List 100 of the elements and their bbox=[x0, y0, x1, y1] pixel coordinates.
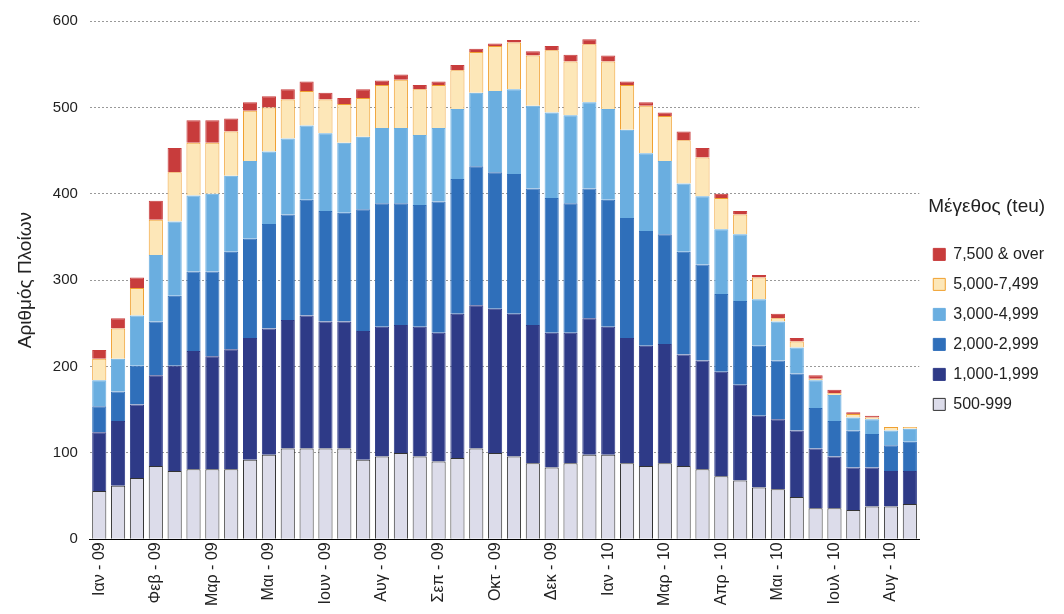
bar bbox=[111, 391, 126, 421]
legend-label: 2,000-2,999 bbox=[953, 334, 1039, 352]
bar bbox=[770, 321, 785, 361]
bar bbox=[846, 430, 861, 468]
bar bbox=[374, 128, 390, 204]
bar bbox=[356, 209, 371, 332]
bar bbox=[582, 39, 597, 45]
bar bbox=[92, 380, 107, 407]
bar bbox=[261, 224, 276, 329]
bar bbox=[770, 419, 785, 490]
bar bbox=[544, 332, 559, 468]
bar bbox=[318, 321, 333, 449]
x-tick-label: Φεβ - 09 bbox=[146, 542, 164, 604]
bar bbox=[902, 441, 917, 472]
bar bbox=[808, 380, 823, 408]
bar bbox=[827, 395, 842, 421]
bar bbox=[676, 183, 691, 252]
y-tick-label: 500 bbox=[52, 97, 78, 115]
bar bbox=[129, 404, 145, 478]
x-tick-label: Μαι - 09 bbox=[259, 542, 277, 601]
bar bbox=[205, 356, 220, 470]
bar bbox=[318, 92, 333, 100]
bar bbox=[506, 89, 522, 174]
bar bbox=[186, 271, 201, 351]
legend-label: 7,500 & over bbox=[953, 244, 1045, 262]
bar bbox=[563, 115, 578, 204]
bar bbox=[883, 471, 899, 507]
x-tick-label: Αυγ - 09 bbox=[372, 542, 390, 602]
bar bbox=[827, 456, 842, 509]
legend-title: Μέγεθος (teu) bbox=[928, 195, 1046, 217]
bar bbox=[450, 179, 465, 314]
bar bbox=[318, 211, 333, 322]
bar bbox=[846, 467, 861, 510]
bar bbox=[695, 196, 710, 265]
bar bbox=[242, 160, 258, 239]
bar bbox=[431, 201, 446, 333]
bar bbox=[789, 373, 804, 431]
x-tick-label: Ιουλ - 10 bbox=[824, 542, 842, 605]
x-tick-label: Οκτ - 09 bbox=[485, 542, 503, 602]
bar bbox=[544, 112, 559, 199]
bar bbox=[563, 54, 578, 62]
bar bbox=[167, 147, 182, 173]
bar bbox=[563, 203, 578, 333]
bar bbox=[412, 135, 427, 205]
bar bbox=[544, 198, 559, 333]
bar bbox=[337, 212, 352, 322]
bar bbox=[412, 326, 427, 457]
bar bbox=[582, 102, 597, 189]
x-tick-label: Σεπ - 09 bbox=[428, 542, 446, 603]
y-axis-title: Αριθμός Πλοίων bbox=[13, 212, 35, 349]
bar bbox=[506, 313, 522, 457]
bar bbox=[261, 328, 276, 455]
bar bbox=[393, 203, 408, 326]
x-tick-label: Ιαν - 10 bbox=[598, 542, 616, 597]
bar bbox=[506, 173, 522, 314]
bar bbox=[242, 238, 258, 339]
bar bbox=[374, 203, 390, 327]
bar bbox=[751, 415, 767, 488]
legend-label: 3,000-4,999 bbox=[953, 304, 1039, 322]
y-tick-label: 600 bbox=[52, 11, 78, 29]
bar bbox=[695, 360, 710, 470]
bar bbox=[299, 199, 314, 316]
y-tick-label: 200 bbox=[52, 356, 78, 374]
legend-label: 5,000-7,499 bbox=[953, 274, 1039, 292]
bar bbox=[280, 138, 295, 215]
bar bbox=[695, 264, 710, 361]
bar bbox=[469, 305, 484, 449]
bar bbox=[865, 433, 880, 468]
bar bbox=[205, 271, 220, 357]
bar bbox=[488, 308, 503, 453]
bar bbox=[224, 349, 239, 470]
bar bbox=[789, 347, 804, 374]
bar bbox=[469, 166, 484, 306]
bar bbox=[148, 321, 163, 376]
bar bbox=[111, 358, 126, 392]
x-tick-label: Μαι - 10 bbox=[768, 542, 786, 601]
bar bbox=[488, 172, 503, 309]
bar bbox=[865, 467, 880, 507]
bar bbox=[620, 129, 635, 218]
bar bbox=[657, 160, 672, 235]
bar bbox=[111, 420, 126, 486]
bar bbox=[242, 338, 258, 460]
bar bbox=[129, 315, 145, 366]
bar bbox=[714, 229, 729, 294]
bar bbox=[186, 350, 201, 470]
bar bbox=[205, 193, 220, 272]
bar bbox=[224, 175, 239, 252]
bar bbox=[167, 221, 182, 296]
bar bbox=[714, 293, 729, 372]
bar bbox=[129, 365, 145, 405]
bar bbox=[488, 90, 503, 173]
bar bbox=[827, 420, 842, 457]
bar bbox=[657, 234, 672, 345]
y-tick-label: 100 bbox=[52, 443, 78, 461]
bar bbox=[751, 299, 767, 346]
bar bbox=[148, 375, 163, 466]
bar bbox=[412, 84, 427, 90]
bar bbox=[657, 344, 672, 464]
bar bbox=[412, 205, 427, 327]
bar bbox=[431, 332, 446, 462]
